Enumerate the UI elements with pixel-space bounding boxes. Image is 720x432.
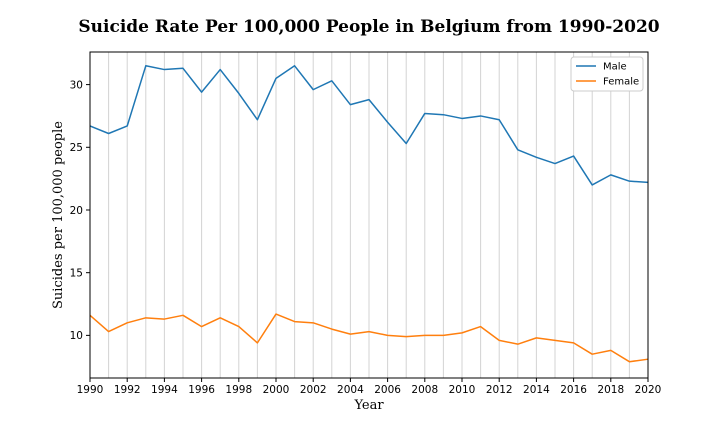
y-tick-label-30: 30 <box>70 79 83 91</box>
series-line-female <box>89 313 649 363</box>
x-tick-label-1996: 1996 <box>188 384 215 396</box>
x-tick-label-2006: 2006 <box>374 384 401 396</box>
series-female <box>89 313 649 363</box>
x-tick-label-2002: 2002 <box>300 384 327 396</box>
x-tick-label-2000: 2000 <box>263 384 290 396</box>
series-line-male <box>89 65 649 186</box>
y-tick-label-25: 25 <box>70 142 83 154</box>
legend-label-female: Female <box>603 77 639 88</box>
series-male <box>89 65 649 186</box>
x-tick-label-2018: 2018 <box>597 384 624 396</box>
y-tick-label-20: 20 <box>70 205 83 217</box>
x-tick-label-2008: 2008 <box>411 384 438 396</box>
y-tick-label-10: 10 <box>70 330 83 342</box>
x-tick-label-2016: 2016 <box>560 384 587 396</box>
grid-lines <box>89 52 649 378</box>
x-tick-label-1992: 1992 <box>114 384 141 396</box>
y-tick-label-15: 15 <box>70 267 83 279</box>
x-tick-label-2020: 2020 <box>635 384 662 396</box>
y-axis-label: Suicides per 100,000 people <box>51 121 66 309</box>
legend-label-male: Male <box>603 62 627 73</box>
x-tick-label-2012: 2012 <box>486 384 513 396</box>
x-tick-label-1994: 1994 <box>151 384 178 396</box>
x-tick-label-2010: 2010 <box>449 384 476 396</box>
plot-area-frame <box>89 51 649 379</box>
series-lines <box>89 65 649 363</box>
x-tick-label-2014: 2014 <box>523 384 550 396</box>
legend: Male Female <box>570 56 644 92</box>
x-tick-label-2004: 2004 <box>337 384 364 396</box>
x-tick-label-1998: 1998 <box>225 384 252 396</box>
x-tick-label-1990: 1990 <box>77 384 104 396</box>
x-axis-label: Year <box>353 398 384 413</box>
chart-title: Suicide Rate Per 100,000 People in Belgi… <box>78 17 659 37</box>
axis-ticks: 1990 1992 1994 1996 1998 2000 2002 2004 2006 2008… <box>70 79 662 396</box>
